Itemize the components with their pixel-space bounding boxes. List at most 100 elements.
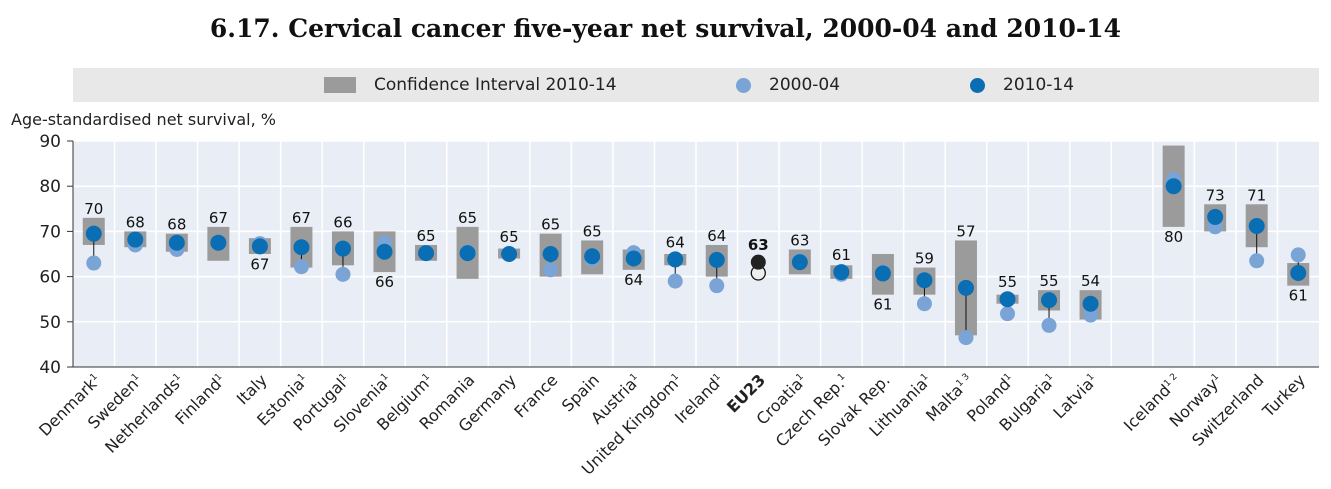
data-label: 65 (541, 216, 560, 234)
point-2010 (501, 246, 518, 262)
x-tick-superscript: 1 (628, 372, 639, 383)
x-tick-superscript: 1 (795, 372, 806, 383)
point-2010 (376, 243, 393, 260)
legend-label-2000: 2000-04 (769, 75, 841, 95)
data-label: 55 (1039, 272, 1058, 290)
point-2000 (1083, 307, 1099, 323)
point-2000 (335, 266, 351, 282)
point-2010 (750, 254, 766, 270)
point-2010 (1248, 217, 1265, 234)
x-tick-superscript: 1 (89, 372, 100, 383)
point-2010 (791, 254, 808, 271)
point-2010 (542, 246, 559, 262)
x-tick-name: France (510, 370, 561, 421)
data-label: 66 (375, 273, 394, 291)
point-2010 (625, 250, 642, 267)
x-tick-superscript: 1 (296, 372, 307, 383)
data-label: 54 (1081, 272, 1100, 290)
y-axis-label: Age-standardised net survival, % (11, 110, 276, 129)
point-2010 (833, 264, 850, 281)
legend-item-2000: 2000-04 (736, 68, 840, 102)
x-tick-superscript: 1 (1002, 372, 1013, 383)
x-tick-superscript: 1 (1085, 372, 1096, 383)
y-tick-label: 80 (39, 177, 61, 197)
point-2000 (709, 278, 725, 294)
point-2010 (1041, 292, 1058, 309)
point-2010 (418, 245, 435, 262)
point-2010 (168, 234, 185, 251)
x-tick-superscript: 1 (213, 372, 224, 383)
chart-title: 6.17. Cervical cancer five-year net surv… (209, 14, 1122, 43)
x-tick-superscript: 1 (1044, 372, 1055, 383)
data-label: 67 (292, 209, 311, 227)
point-2000 (916, 296, 932, 312)
data-label: 65 (458, 209, 477, 227)
x-tick-name: Iceland (1120, 381, 1174, 435)
data-label: 61 (832, 246, 851, 264)
data-label: 66 (333, 213, 352, 231)
point-2010 (251, 238, 268, 255)
data-label: 71 (1247, 186, 1266, 204)
x-tick-superscript: 1 (836, 372, 847, 383)
x-tick-name: Finland (171, 374, 225, 428)
data-label: 64 (707, 227, 726, 245)
data-label: 65 (583, 222, 602, 240)
data-label: 68 (167, 216, 186, 234)
point-2010 (334, 240, 351, 257)
point-2000 (1041, 317, 1057, 333)
data-label: 55 (998, 273, 1017, 291)
point-2010 (999, 291, 1016, 308)
x-tick-name: Denmark (35, 374, 101, 440)
x-tick-superscript: 1 (421, 372, 432, 383)
point-2010 (667, 251, 684, 268)
point-2010 (1207, 208, 1224, 225)
data-label: 61 (1289, 287, 1308, 305)
x-tick-label: Turkey (1258, 370, 1309, 421)
data-label: 80 (1164, 228, 1183, 246)
y-tick-label: 50 (39, 313, 61, 333)
data-label: 73 (1206, 186, 1225, 204)
x-tick-label: Latvia1 (1049, 370, 1101, 422)
y-tick-label: 90 (39, 132, 61, 152)
point-2000 (293, 259, 309, 275)
point-2010 (957, 279, 974, 296)
dot-2000-swatch (736, 77, 751, 93)
y-tick-label: 70 (39, 222, 61, 242)
data-label: 64 (624, 271, 643, 289)
point-2010 (1082, 295, 1099, 312)
dot-2010-swatch (970, 77, 985, 93)
x-tick-superscript: 1 (172, 372, 183, 383)
point-2010 (708, 251, 725, 268)
ci-swatch (324, 77, 356, 93)
x-tick-name: Ireland (671, 374, 724, 427)
point-2010 (1165, 178, 1182, 195)
x-tick-superscript: 1 (712, 372, 723, 383)
point-2010 (293, 239, 310, 256)
point-2000 (1290, 247, 1306, 263)
y-tick-label: 60 (39, 268, 61, 288)
point-2000 (667, 273, 683, 289)
x-tick-superscript: 1 (1210, 372, 1221, 383)
legend: Confidence Interval 2010-14 2000-04 2010… (73, 68, 1319, 102)
point-2000 (1000, 306, 1015, 322)
x-tick-label: France (510, 370, 561, 421)
point-2000 (543, 262, 559, 278)
x-tick-name: Turkey (1258, 370, 1309, 421)
data-label: 65 (500, 228, 519, 246)
point-2010 (916, 272, 933, 289)
data-label: 68 (126, 213, 145, 231)
x-tick-label: Italy (233, 370, 271, 408)
data-label: 67 (250, 255, 269, 273)
data-label: 64 (666, 233, 685, 251)
point-2000 (1249, 253, 1265, 269)
data-label: 70 (84, 200, 103, 218)
x-tick-name: Italy (233, 370, 271, 408)
data-label: 63 (790, 231, 809, 249)
x-tick-superscript: 1 (379, 372, 390, 383)
x-tick-superscript: 1 (130, 372, 141, 383)
point-2000 (958, 330, 974, 346)
legend-item-2010: 2010-14 (970, 68, 1074, 102)
point-2010 (127, 231, 144, 248)
point-2000 (86, 255, 102, 271)
